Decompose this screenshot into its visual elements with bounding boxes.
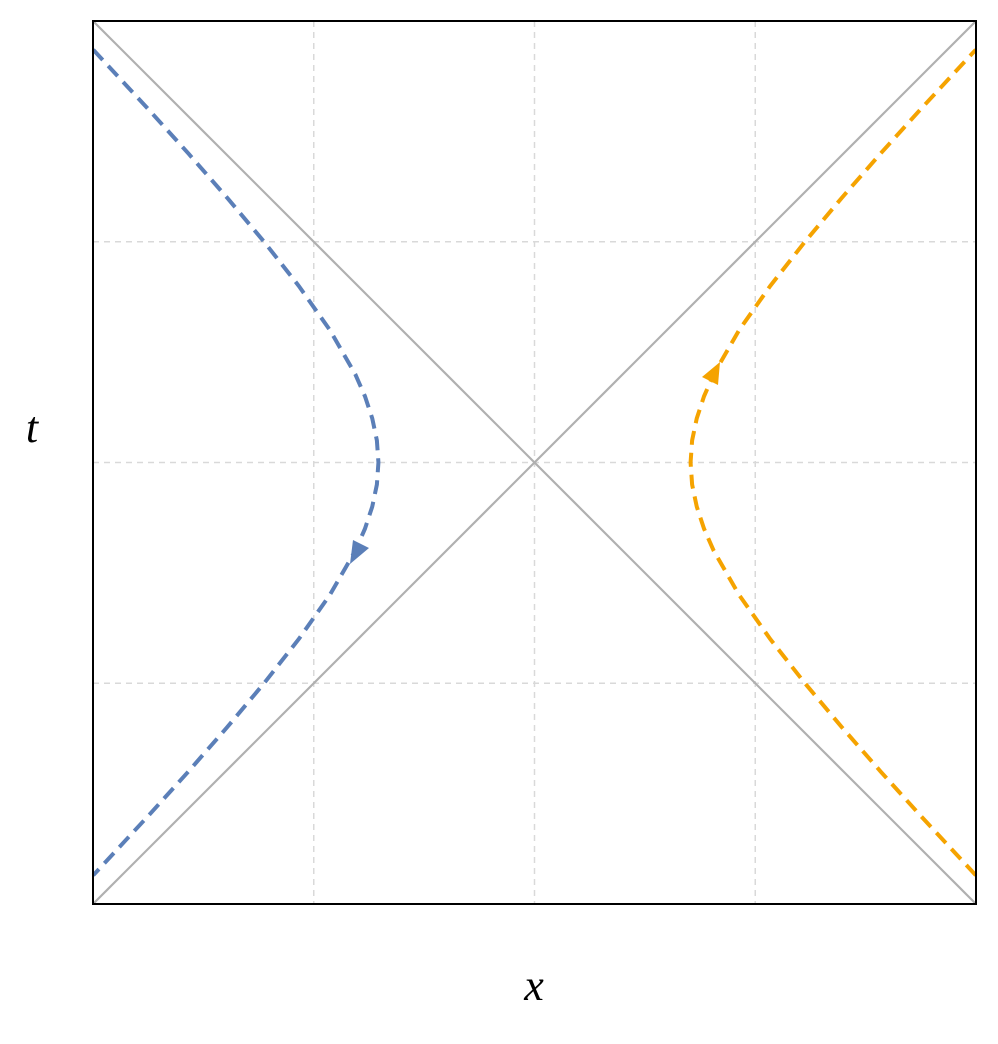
series-line (91, 48, 381, 877)
plot-frame (92, 20, 977, 905)
direction-arrow (702, 362, 720, 385)
x-axis-label: x (523, 961, 544, 1010)
series-line (688, 48, 978, 877)
direction-arrow (350, 540, 369, 564)
y-axis-label: t (26, 403, 40, 452)
series-line (92, 20, 977, 905)
plot-lines (91, 20, 978, 905)
